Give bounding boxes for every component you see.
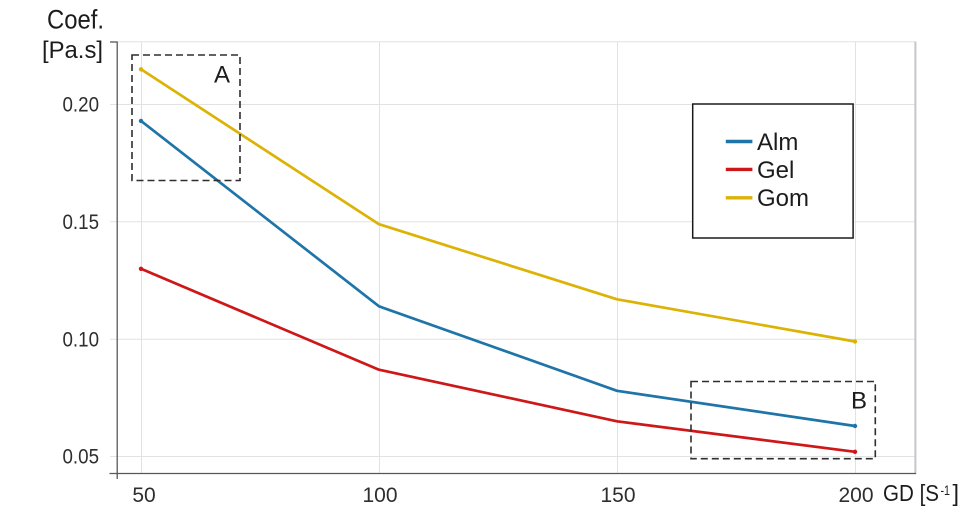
- svg-text:0.10: 0.10: [63, 328, 100, 351]
- svg-text:200: 200: [838, 484, 873, 507]
- svg-text:]: ]: [953, 480, 960, 506]
- svg-text:GD [S: GD [S: [883, 480, 939, 506]
- svg-text:50: 50: [132, 484, 155, 507]
- svg-text:-1: -1: [941, 483, 951, 498]
- svg-text:0.15: 0.15: [63, 211, 100, 234]
- svg-text:0.05: 0.05: [63, 446, 100, 469]
- svg-text:[Pa.s]: [Pa.s]: [42, 37, 103, 64]
- svg-text:Coef.: Coef.: [47, 5, 104, 35]
- svg-text:Gom: Gom: [757, 185, 809, 212]
- svg-text:A: A: [214, 62, 230, 89]
- svg-text:B: B: [851, 388, 867, 415]
- svg-text:Gel: Gel: [757, 157, 794, 184]
- svg-text:150: 150: [600, 484, 635, 507]
- svg-text:Alm: Alm: [757, 129, 798, 156]
- svg-text:100: 100: [362, 484, 397, 507]
- svg-text:0.20: 0.20: [63, 94, 100, 117]
